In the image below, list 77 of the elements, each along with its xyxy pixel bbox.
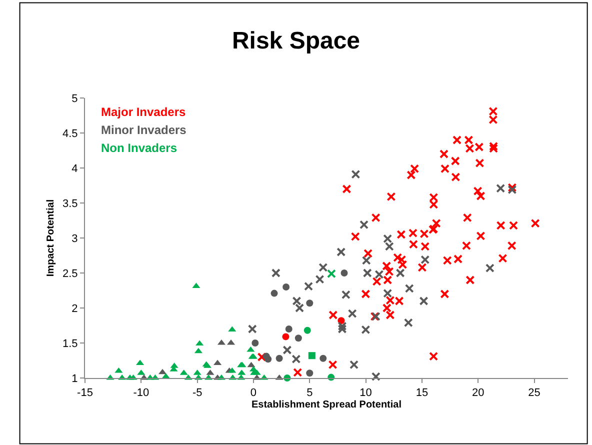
point (306, 370, 314, 377)
x-tick-label: 10 (360, 387, 372, 400)
point (338, 317, 345, 324)
x-tick-label: 20 (472, 387, 484, 400)
point (304, 326, 311, 334)
point (247, 362, 256, 368)
y-axis-title: Impact Potential (46, 199, 57, 277)
y-tick-label: 3.5 (62, 198, 78, 210)
x-tick-label: 15 (416, 387, 428, 400)
text: Minor Invaders (101, 123, 187, 137)
x-tick-label: 5 (306, 387, 313, 400)
x-tick-label: -5 (192, 387, 202, 400)
chart-title: Risk Space (232, 27, 360, 54)
point (248, 324, 257, 334)
point (336, 248, 346, 256)
point (362, 256, 371, 265)
x-tick-label: -10 (133, 387, 150, 400)
point (420, 255, 430, 264)
y-tick-label: 2 (72, 302, 78, 315)
point (348, 309, 357, 318)
x-axis-title: Establishment Spread Potential (251, 400, 402, 411)
point (194, 348, 202, 354)
point (338, 324, 347, 334)
point (383, 234, 392, 244)
point (371, 372, 380, 382)
point (308, 352, 316, 360)
point (496, 184, 506, 193)
point (282, 346, 292, 354)
point (214, 360, 222, 366)
point (192, 282, 200, 288)
point (315, 274, 324, 284)
point (318, 262, 328, 272)
y-tick-label: 4.5 (62, 128, 78, 140)
y-tick-label: 1 (72, 372, 78, 385)
point (341, 290, 350, 300)
point (294, 334, 302, 342)
x-tick-label: -15 (77, 387, 93, 400)
point (338, 322, 347, 331)
text: Non Invaders (101, 141, 178, 155)
x-tick-label: 0 (250, 387, 257, 400)
point (351, 170, 360, 179)
point (350, 360, 359, 370)
point (270, 290, 278, 297)
point (404, 284, 414, 293)
y-tick-label: 5 (72, 92, 78, 105)
point (252, 340, 259, 346)
point (282, 333, 290, 340)
point (419, 296, 428, 306)
point (306, 300, 314, 307)
point (362, 268, 372, 278)
point (383, 288, 392, 298)
point (485, 264, 494, 273)
point (374, 270, 384, 279)
point (384, 242, 394, 251)
point (404, 318, 413, 328)
point (340, 270, 348, 276)
point (264, 356, 272, 363)
point (292, 354, 301, 364)
point (361, 325, 370, 334)
point (326, 269, 336, 278)
point (136, 360, 144, 366)
point (320, 354, 327, 362)
point (396, 268, 405, 278)
point (292, 296, 302, 306)
y-tick-label: 3 (72, 232, 78, 245)
y-tick-label: 4 (72, 162, 78, 175)
point (271, 268, 280, 278)
point (295, 304, 304, 312)
y-tick-label: 1.5 (62, 338, 78, 350)
x-tick-label: 25 (528, 387, 540, 400)
y-tick-label: 2.5 (62, 268, 78, 280)
point (304, 282, 314, 291)
point (276, 354, 283, 362)
point (282, 284, 290, 290)
point (360, 220, 369, 230)
text: Major Invaders (101, 105, 186, 119)
point (285, 326, 292, 332)
